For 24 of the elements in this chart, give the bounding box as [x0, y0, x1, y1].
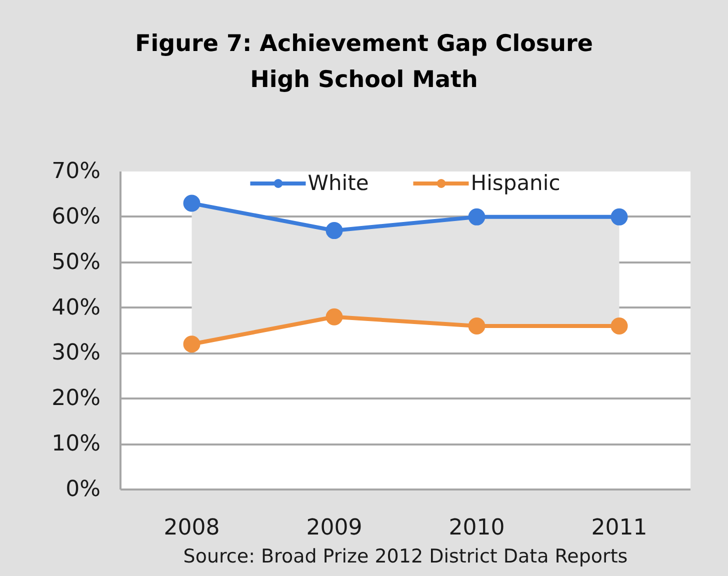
point	[183, 336, 200, 353]
point	[326, 308, 343, 326]
point	[610, 317, 628, 334]
x-tick-label: 2011	[591, 516, 648, 540]
x-tick-label: 2009	[306, 516, 362, 540]
y-tick-label: 60%	[52, 204, 101, 230]
x-tick-label: 2010	[448, 516, 505, 540]
point	[183, 194, 200, 212]
source-note: Source: Broad Prize 2012 District Data Reports	[183, 546, 628, 568]
point	[468, 208, 486, 226]
point	[610, 208, 628, 226]
point	[326, 222, 343, 240]
legend-label: White	[308, 171, 369, 195]
y-tick-label: 30%	[52, 340, 101, 366]
y-tick-label: 20%	[52, 386, 101, 412]
x-tick-label: 2008	[164, 516, 220, 540]
y-tick-label: 40%	[52, 295, 101, 320]
y-tick-label: 10%	[52, 432, 101, 457]
legend-label: Hispanic	[470, 171, 560, 195]
point	[468, 317, 486, 334]
y-tick-label: 50%	[52, 250, 101, 275]
chart-title: Figure 7: Achievement Gap Closure High School Math	[135, 30, 593, 95]
y-tick-label: 0%	[66, 477, 101, 502]
y-tick-label: 70%	[52, 159, 101, 184]
